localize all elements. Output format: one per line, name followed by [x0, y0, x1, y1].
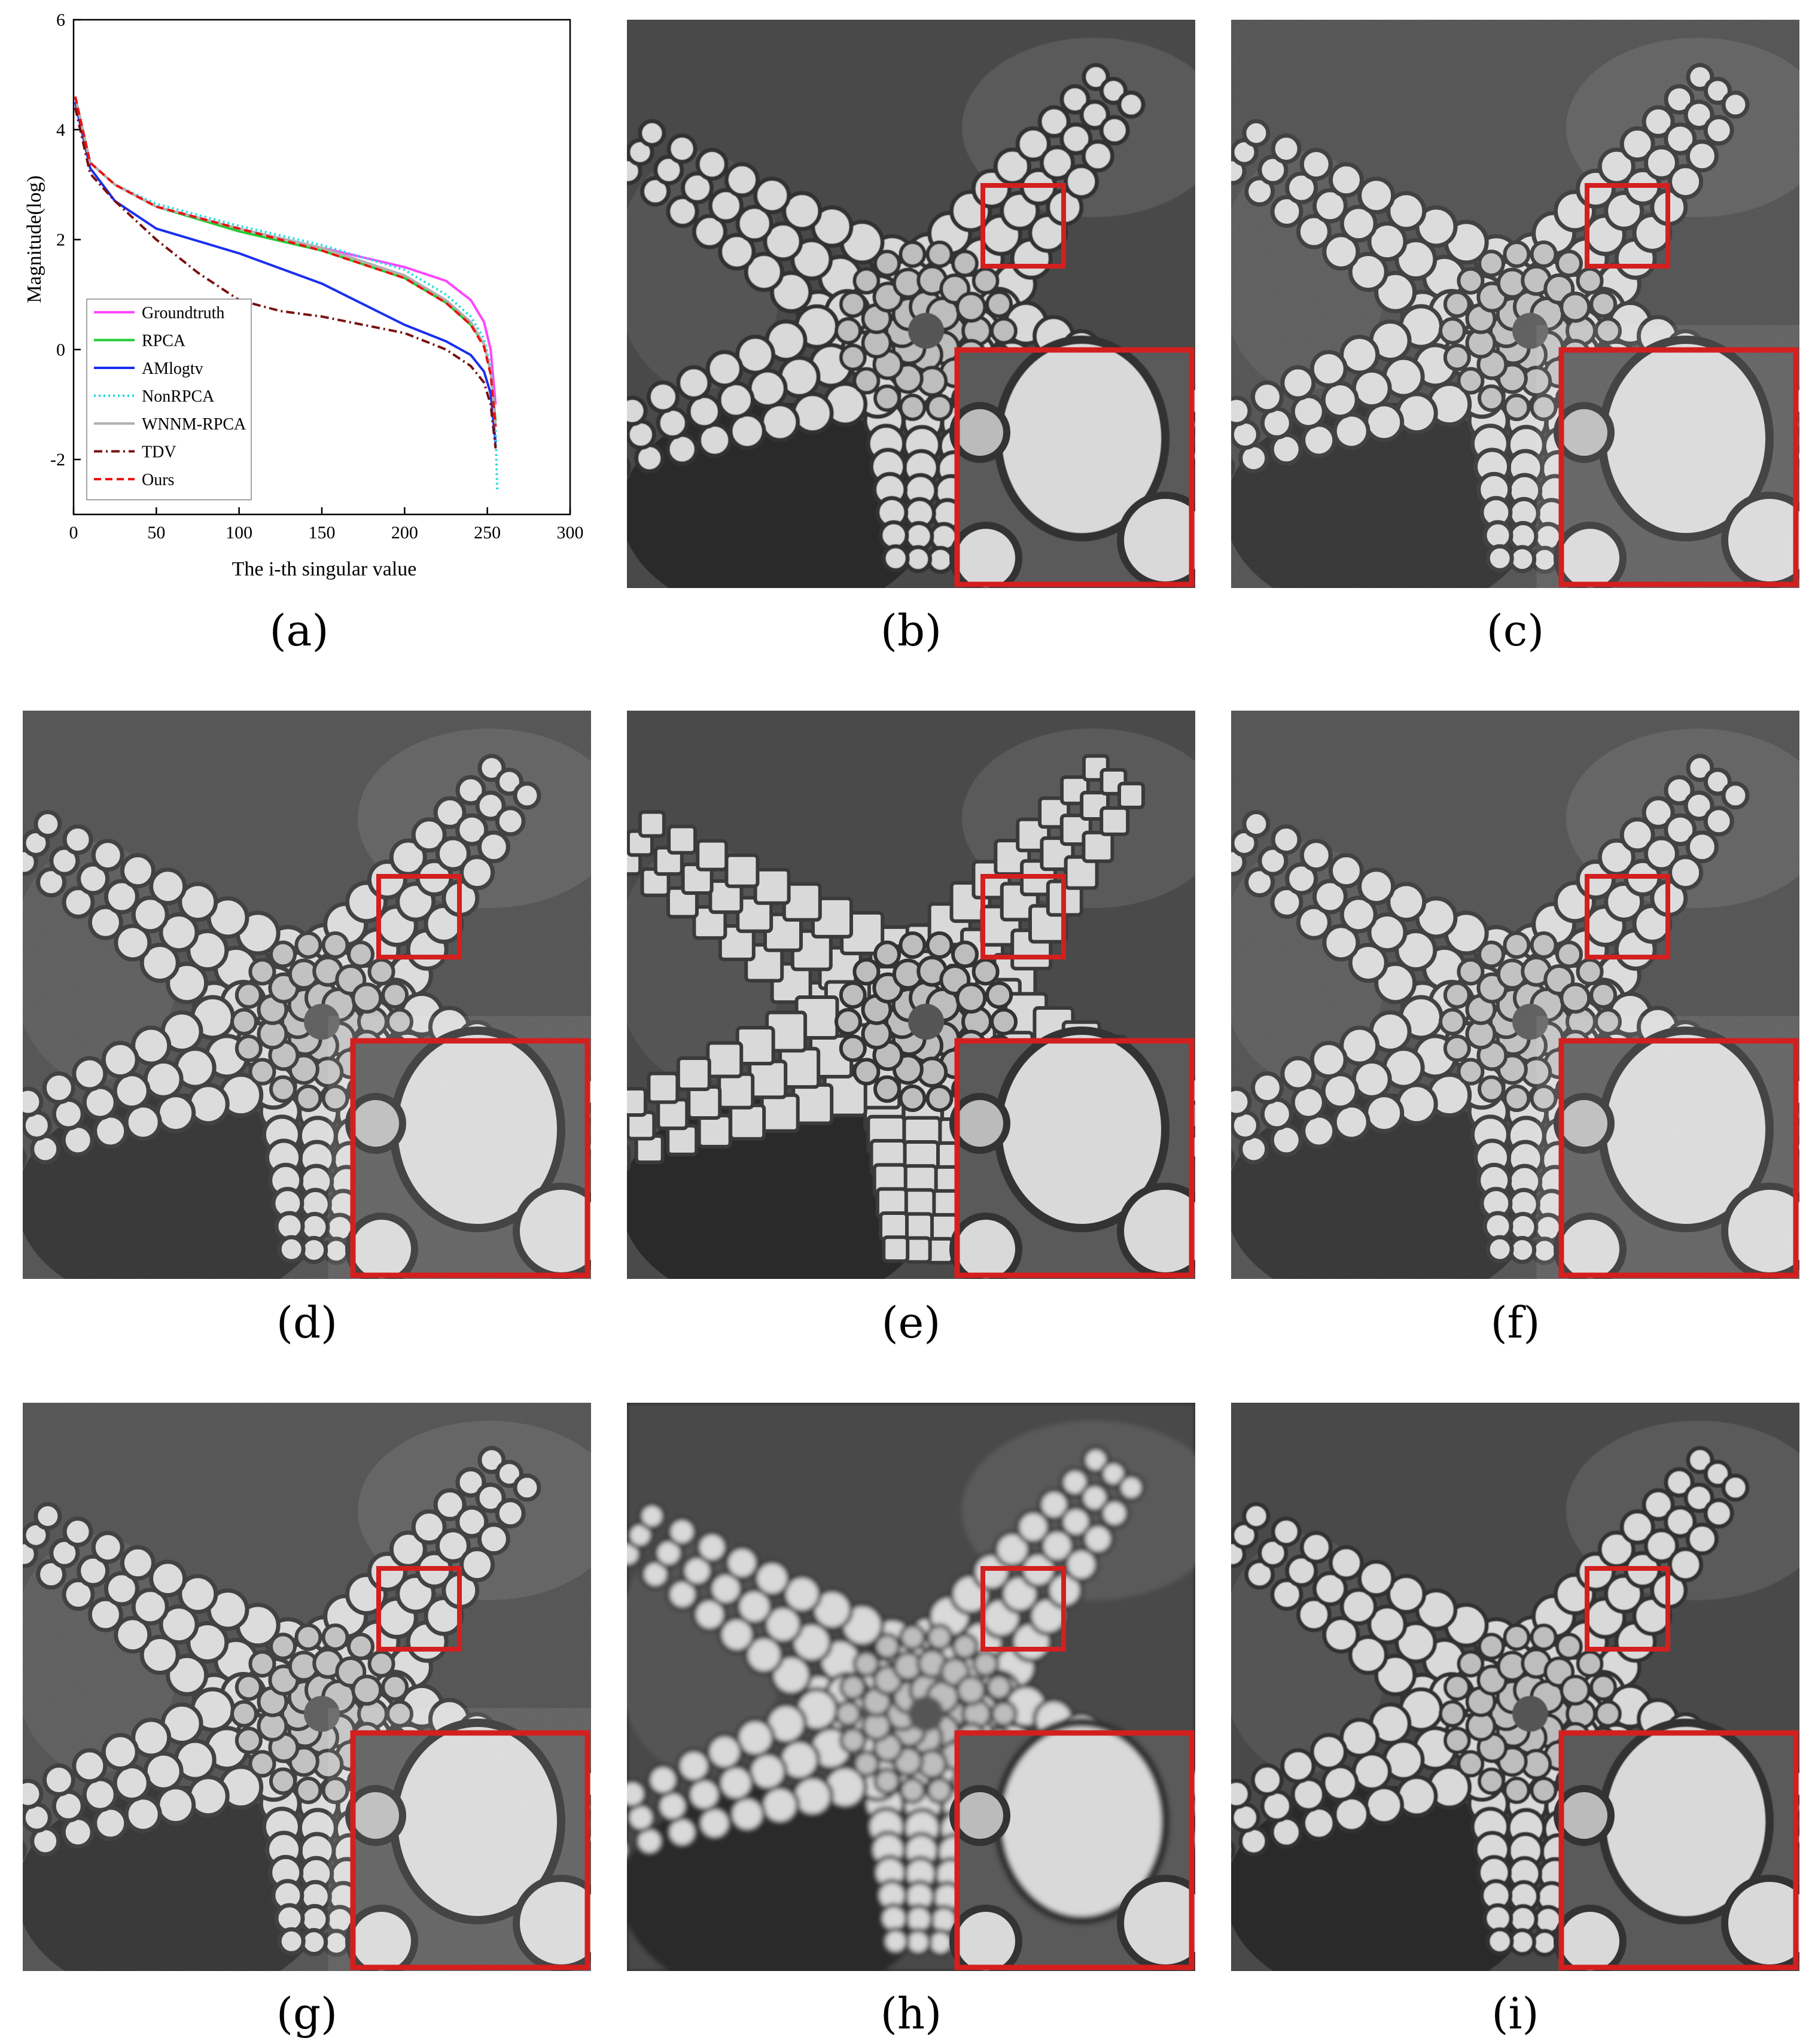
legend-entry: RPCA: [142, 332, 186, 351]
zoom-inset-frame: [350, 1038, 590, 1278]
y-tick-label: 2: [56, 230, 65, 250]
highlight-box-small: [980, 183, 1066, 269]
highlight-box-small: [980, 1566, 1066, 1652]
image-panel-f: [1231, 711, 1799, 1279]
caption-f: (f): [1490, 1297, 1540, 1348]
legend-box: [86, 298, 252, 501]
highlight-box-small: [980, 874, 1066, 959]
legend-entry: AMlogtv: [142, 360, 203, 378]
series-line-tdv: [74, 107, 497, 449]
legend-entry: WNNM-RPCA: [142, 415, 246, 434]
zoom-inset-frame: [954, 347, 1195, 587]
zoom-inset-frame: [1558, 1730, 1799, 1970]
caption-a: (a): [269, 605, 329, 656]
caption-g: (g): [276, 1988, 338, 2039]
x-tick-label: 0: [69, 523, 78, 543]
zoom-inset-frame: [350, 1730, 590, 1970]
zoom-inset-frame: [1558, 1038, 1799, 1278]
chart-panel: 0 50 100 150 200 250 300 -2 0 2 4 6 Groundtruth RPCA…: [0, 0, 598, 598]
x-axis-label: The i-th singular value: [232, 558, 417, 580]
highlight-box-small: [1585, 183, 1670, 269]
x-tick-label: 50: [147, 523, 165, 543]
image-panel-g: [23, 1403, 591, 1971]
image-panel-d: [23, 711, 591, 1279]
caption-b: (b): [880, 605, 942, 656]
chart-axes: 0 50 100 150 200 250 300 -2 0 2 4 6: [50, 10, 584, 543]
x-tick-label: 150: [309, 523, 336, 543]
highlight-box-small: [376, 874, 462, 959]
chart-series-group: [74, 96, 499, 493]
zoom-inset-frame: [1558, 347, 1799, 587]
legend-entry: Groundtruth: [142, 304, 224, 322]
image-panel-h: [627, 1403, 1195, 1971]
zoom-inset-frame: [954, 1730, 1195, 1970]
y-tick-label: -2: [50, 450, 65, 470]
image-panel-e: [627, 711, 1195, 1279]
highlight-box-small: [1585, 1566, 1670, 1652]
series-line-amlogtv: [74, 102, 497, 443]
legend-entry: TDV: [142, 443, 176, 462]
chart-legend: Groundtruth RPCA AMlogtv NonRPCA WNNM-RPCA TD…: [86, 298, 252, 501]
y-axis-label: Magnitude(log): [23, 175, 45, 303]
y-tick-label: 4: [56, 120, 65, 140]
caption-i: (i): [1491, 1988, 1539, 2039]
caption-d: (d): [276, 1297, 338, 1348]
series-line-ours: [74, 96, 497, 427]
y-tick-label: 6: [56, 10, 65, 30]
x-tick-label: 250: [474, 523, 501, 543]
y-tick-label: 0: [56, 340, 65, 360]
x-tick-label: 200: [391, 523, 418, 543]
highlight-box-small: [376, 1566, 462, 1652]
caption-e: (e): [881, 1297, 941, 1348]
image-panel-i: [1231, 1403, 1799, 1971]
singular-value-chart: 0 50 100 150 200 250 300 -2 0 2 4 6 Groundtruth RPCA…: [23, 10, 584, 580]
legend-entry: Ours: [142, 471, 174, 489]
image-panel-b: [627, 20, 1195, 588]
caption-h: (h): [880, 1988, 942, 2039]
caption-c: (c): [1486, 605, 1545, 656]
zoom-inset-frame: [954, 1038, 1195, 1278]
highlight-box-small: [1585, 874, 1670, 959]
image-panel-c: [1231, 20, 1799, 588]
x-tick-label: 100: [226, 523, 252, 543]
legend-entry: NonRPCA: [142, 388, 215, 406]
x-tick-label: 300: [557, 523, 584, 543]
